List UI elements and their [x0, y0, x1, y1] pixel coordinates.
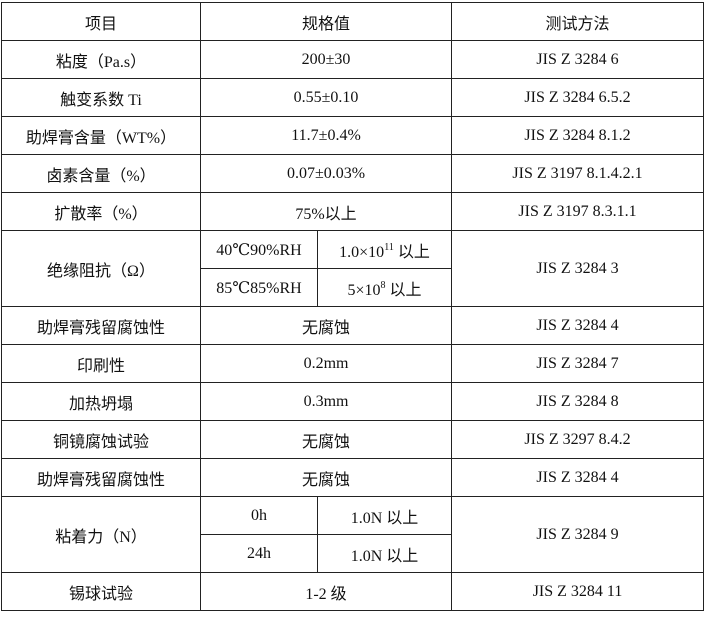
- header-method: 测试方法: [451, 2, 704, 41]
- spec-cell: 1-2 级: [199, 572, 453, 611]
- item-cell: 扩散率（%）: [1, 192, 201, 231]
- method-cell: JIS Z 3197 8.3.1.1: [451, 192, 704, 231]
- table-row: 卤素含量（%） 0.07±0.03% JIS Z 3197 8.1.4.2.1: [1, 154, 704, 193]
- method-cell: JIS Z 3284 3: [451, 230, 704, 307]
- method-cell: JIS Z 3284 11: [451, 572, 704, 611]
- table-row: 粘度（Pa.s） 200±30 JIS Z 3284 6: [1, 40, 704, 79]
- method-cell: JIS Z 3297 8.4.2: [451, 420, 704, 459]
- table-row: 铜镜腐蚀试验 无腐蚀 JIS Z 3297 8.4.2: [1, 420, 704, 459]
- method-cell: JIS Z 3284 4: [451, 306, 704, 345]
- spec-cell: 0.07±0.03%: [199, 154, 453, 193]
- table-row: 锡球试验 1-2 级 JIS Z 3284 11: [1, 572, 704, 611]
- method-cell: JIS Z 3197 8.1.4.2.1: [451, 154, 704, 193]
- value-cell: 1.0N 以上: [316, 534, 453, 573]
- value-cell: 1.0N 以上: [316, 496, 453, 535]
- table-row: 24h 1.0N 以上: [2, 534, 704, 573]
- item-cell: 助焊膏残留腐蚀性: [1, 458, 201, 497]
- method-cell: JIS Z 3284 6.5.2: [451, 78, 704, 117]
- header-spec: 规格值: [199, 2, 453, 41]
- spec-cell: 11.7±0.4%: [199, 116, 453, 155]
- condition-cell: 24h: [200, 534, 318, 573]
- table-row: 加热坍塌 0.3mm JIS Z 3284 8: [1, 382, 704, 421]
- item-cell: 绝缘阻抗（Ω）: [1, 230, 201, 307]
- condition-cell: 40℃90%RH: [200, 230, 318, 269]
- header-item: 项目: [1, 2, 201, 41]
- method-cell: JIS Z 3284 7: [451, 344, 704, 383]
- condition-cell: 85℃85%RH: [200, 268, 318, 307]
- item-cell: 卤素含量（%）: [1, 154, 201, 193]
- table-row: 85℃85%RH 5×108 以上: [2, 268, 704, 307]
- item-cell: 触变系数 Ti: [1, 78, 201, 117]
- condition-cell: 0h: [200, 496, 318, 535]
- spec-table: 项目 规格值 测试方法 粘度（Pa.s） 200±30 JIS Z 3284 6…: [1, 2, 704, 611]
- item-cell: 铜镜腐蚀试验: [1, 420, 201, 459]
- item-cell: 助焊膏残留腐蚀性: [1, 306, 201, 345]
- item-cell: 粘度（Pa.s）: [1, 40, 201, 79]
- method-cell: JIS Z 3284 8.1.2: [451, 116, 704, 155]
- method-cell: JIS Z 3284 8: [451, 382, 704, 421]
- table-row: 助焊膏残留腐蚀性 无腐蚀 JIS Z 3284 4: [1, 458, 704, 497]
- table-row: 绝缘阻抗（Ω） 40℃90%RH 1.0×1011 以上 JIS Z 3284 …: [1, 230, 704, 307]
- spec-cell: 200±30: [199, 40, 453, 79]
- table-row: 扩散率（%） 75%以上 JIS Z 3197 8.3.1.1: [1, 192, 704, 231]
- spec-cell: 无腐蚀: [199, 306, 453, 345]
- value-cell: 1.0×1011 以上: [316, 230, 453, 269]
- method-cell: JIS Z 3284 9: [451, 496, 704, 573]
- item-cell: 印刷性: [1, 344, 201, 383]
- spec-cell: 75%以上: [199, 192, 453, 231]
- value-cell: 5×108 以上: [316, 268, 453, 307]
- header-row: 项目 规格值 测试方法: [1, 2, 704, 41]
- spec-cell: 无腐蚀: [199, 420, 453, 459]
- item-cell: 助焊膏含量（WT%）: [1, 116, 201, 155]
- spec-cell: 0.2mm: [199, 344, 453, 383]
- spec-cell: 0.3mm: [199, 382, 453, 421]
- item-cell: 粘着力（N）: [1, 496, 201, 573]
- table-row: 助焊膏含量（WT%） 11.7±0.4% JIS Z 3284 8.1.2: [1, 116, 704, 155]
- item-cell: 锡球试验: [1, 572, 201, 611]
- method-cell: JIS Z 3284 6: [451, 40, 704, 79]
- table-row: 粘着力（N） 0h 1.0N 以上 JIS Z 3284 9: [1, 496, 704, 573]
- table-row: 助焊膏残留腐蚀性 无腐蚀 JIS Z 3284 4: [1, 306, 704, 345]
- spec-cell: 无腐蚀: [199, 458, 453, 497]
- item-cell: 加热坍塌: [1, 382, 201, 421]
- table-row: 印刷性 0.2mm JIS Z 3284 7: [1, 344, 704, 383]
- spec-cell: 0.55±0.10: [199, 78, 453, 117]
- table-row: 触变系数 Ti 0.55±0.10 JIS Z 3284 6.5.2: [1, 78, 704, 117]
- method-cell: JIS Z 3284 4: [451, 458, 704, 497]
